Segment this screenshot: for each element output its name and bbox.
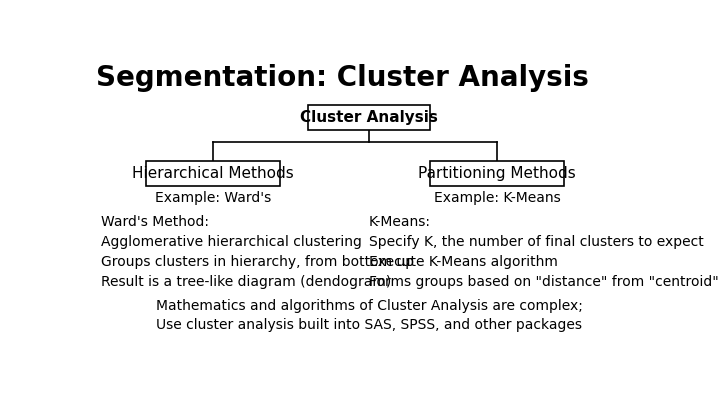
Text: K-Means:: K-Means:	[369, 215, 431, 229]
Text: Use cluster analysis built into SAS, SPSS, and other packages: Use cluster analysis built into SAS, SPS…	[156, 318, 582, 332]
FancyBboxPatch shape	[431, 161, 564, 186]
Text: Cluster Analysis: Cluster Analysis	[300, 110, 438, 125]
Text: Forms groups based on "distance" from "centroid": Forms groups based on "distance" from "c…	[369, 275, 719, 290]
Text: Result is a tree-like diagram (dendogram): Result is a tree-like diagram (dendogram…	[101, 275, 392, 290]
Text: Ward's Method:: Ward's Method:	[101, 215, 209, 229]
Text: Specify K, the number of final clusters to expect: Specify K, the number of final clusters …	[369, 235, 703, 249]
Text: Execute K-Means algorithm: Execute K-Means algorithm	[369, 255, 558, 269]
FancyBboxPatch shape	[145, 161, 279, 186]
FancyBboxPatch shape	[307, 105, 431, 130]
Text: Example: K-Means: Example: K-Means	[434, 191, 561, 205]
Text: Hierarchical Methods: Hierarchical Methods	[132, 166, 294, 181]
Text: Partitioning Methods: Partitioning Methods	[418, 166, 576, 181]
Text: © Stephan Sorger 2015: www.stephansorger.com; Marketing Analytics: Segmentation:: © Stephan Sorger 2015: www.stephansorger…	[46, 384, 674, 397]
Text: Groups clusters in hierarchy, from bottom up: Groups clusters in hierarchy, from botto…	[101, 255, 414, 269]
Text: Example: Ward's: Example: Ward's	[155, 191, 271, 205]
Text: Segmentation: Cluster Analysis: Segmentation: Cluster Analysis	[96, 64, 588, 92]
Text: Mathematics and algorithms of Cluster Analysis are complex;: Mathematics and algorithms of Cluster An…	[156, 299, 582, 313]
Text: Agglomerative hierarchical clustering: Agglomerative hierarchical clustering	[101, 235, 362, 249]
